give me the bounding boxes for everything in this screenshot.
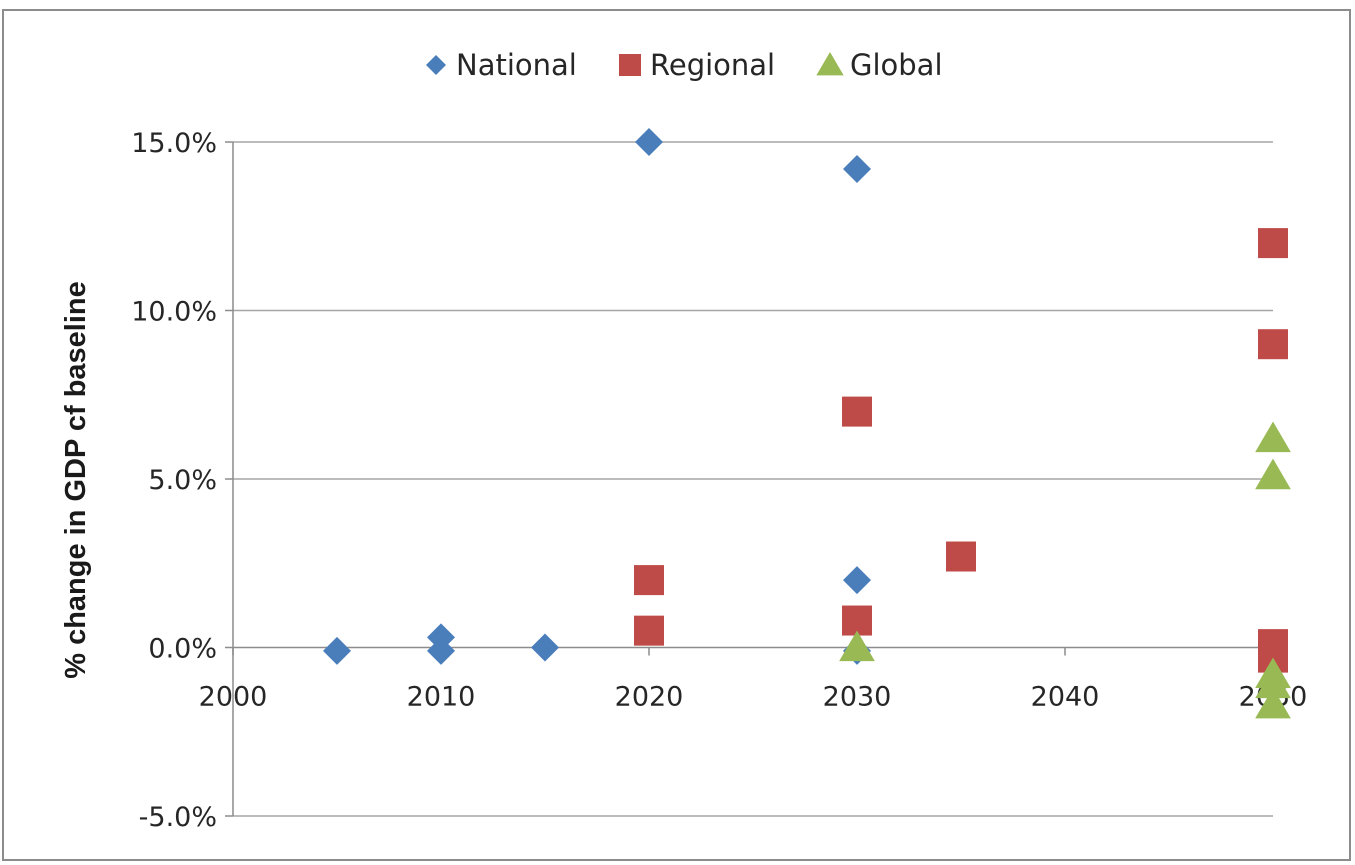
y-tick-label: 15.0%	[131, 128, 217, 159]
y-tick-label: 0.0%	[148, 634, 217, 665]
point-national-6	[843, 566, 871, 595]
legend-marker-regional	[619, 54, 641, 76]
point-national-3	[531, 633, 559, 662]
point-global-5	[1255, 687, 1291, 719]
y-tick-label: -5.0%	[139, 802, 217, 833]
point-regional-0	[634, 565, 664, 596]
x-tick-label: 2010	[407, 682, 476, 713]
legend-label-national: National	[456, 48, 577, 82]
legend-marker-national	[426, 55, 446, 75]
point-regional-5	[1258, 228, 1288, 259]
y-tick-label: 5.0%	[148, 465, 217, 496]
y-tick-label: 10.0%	[131, 297, 217, 328]
y-axis-title: % change in GDP cf baseline	[60, 281, 92, 679]
x-tick-label: 2000	[199, 682, 268, 713]
point-global-0	[839, 630, 875, 662]
point-national-4	[635, 128, 663, 156]
point-global-1	[1255, 421, 1291, 453]
chart-frame	[2, 9, 1351, 861]
data-points	[323, 128, 1291, 719]
point-national-0	[323, 636, 351, 665]
legend: National Regional Global	[426, 48, 943, 82]
tick-labels: -5.0% 0.0% 5.0% 10.0% 15.0% 2000 2010 2020 2030 2…	[131, 128, 1307, 833]
x-tick-label: 2020	[615, 682, 684, 713]
point-global-2	[1255, 458, 1291, 490]
point-global-4	[1255, 667, 1291, 699]
point-regional-1	[634, 615, 664, 646]
point-national-2	[427, 636, 455, 665]
legend-label-global: Global	[850, 48, 943, 82]
x-tick-label: 2030	[823, 682, 892, 713]
gridlines	[233, 141, 1273, 817]
point-national-5	[843, 154, 871, 183]
point-regional-2	[842, 396, 872, 427]
legend-label-regional: Regional	[650, 48, 775, 82]
x-tick-label: 2040	[1031, 682, 1100, 713]
point-regional-4	[946, 541, 976, 572]
axes	[225, 141, 1274, 817]
legend-marker-global	[816, 52, 844, 76]
point-regional-6	[1258, 329, 1288, 360]
